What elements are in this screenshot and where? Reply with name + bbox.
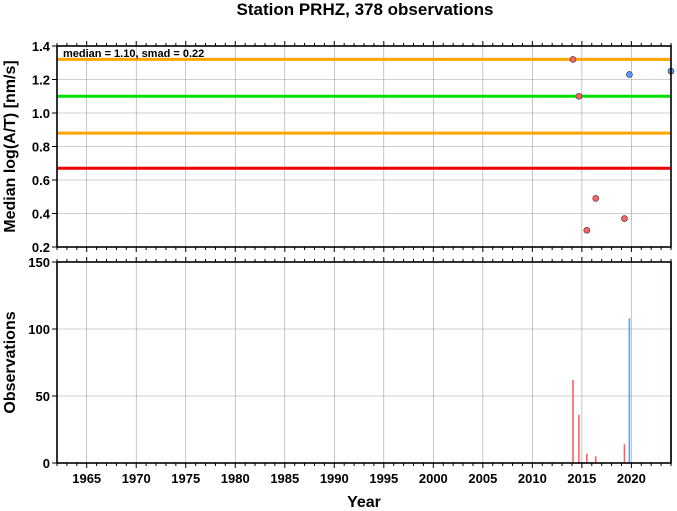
observations-xtick-label: 1980	[221, 471, 250, 486]
median-ytick-label: 0.4	[32, 207, 51, 222]
observations-xtick-label: 1975	[171, 471, 200, 486]
median-ytick-label: 0.2	[32, 240, 50, 255]
median-ytick-label: 1.2	[32, 73, 50, 88]
chart-title: Station PRHZ, 378 observations	[237, 0, 494, 19]
observations-xtick-label: 2020	[617, 471, 646, 486]
median-point	[626, 71, 633, 78]
observations-xtick-label: 2015	[567, 471, 596, 486]
observations-ytick-label: 100	[28, 322, 50, 337]
observations-xtick-label: 1965	[72, 471, 101, 486]
observations-ylabel: Observations	[2, 311, 19, 413]
stats-annotation: median = 1.10, smad = 0.22	[63, 48, 204, 60]
median-point	[621, 215, 628, 222]
median-point	[575, 92, 583, 100]
median-ytick-label: 1.0	[32, 106, 50, 121]
observations-frame	[56, 261, 672, 464]
median-frame	[56, 45, 672, 248]
median-point	[592, 195, 600, 202]
median-panel: 0.2 0.4 0.6 0.8 1.0 1.2 1.4 Median log(A/T) [nm…	[2, 39, 675, 255]
observations-xtick-label: 1995	[369, 471, 398, 486]
observations-xlabel: Year	[347, 494, 381, 511]
observations-ytick-label: 150	[28, 255, 50, 270]
observations-xtick-label: 2005	[468, 471, 497, 486]
observations-xtick-label: 2000	[419, 471, 448, 486]
observations-panel: 0 50 100 150 1965 1970 1975 1980 1985 1990 1995 200…	[2, 255, 672, 511]
observations-xtick-label: 1970	[122, 471, 151, 486]
median-ytick-label: 0.6	[32, 173, 50, 188]
median-ylabel: Median log(A/T) [nm/s]	[2, 60, 19, 232]
median-point	[583, 226, 591, 234]
observations-xtick-label: 1990	[320, 471, 349, 486]
observations-ytick-label: 50	[36, 389, 50, 404]
observations-xtick-label: 1985	[270, 471, 299, 486]
median-ytick-label: 1.4	[32, 39, 51, 54]
median-ytick-label: 0.8	[32, 140, 50, 155]
observations-xtick-label: 2010	[518, 471, 547, 486]
observations-ytick-label: 0	[43, 456, 50, 471]
median-point	[569, 56, 577, 63]
